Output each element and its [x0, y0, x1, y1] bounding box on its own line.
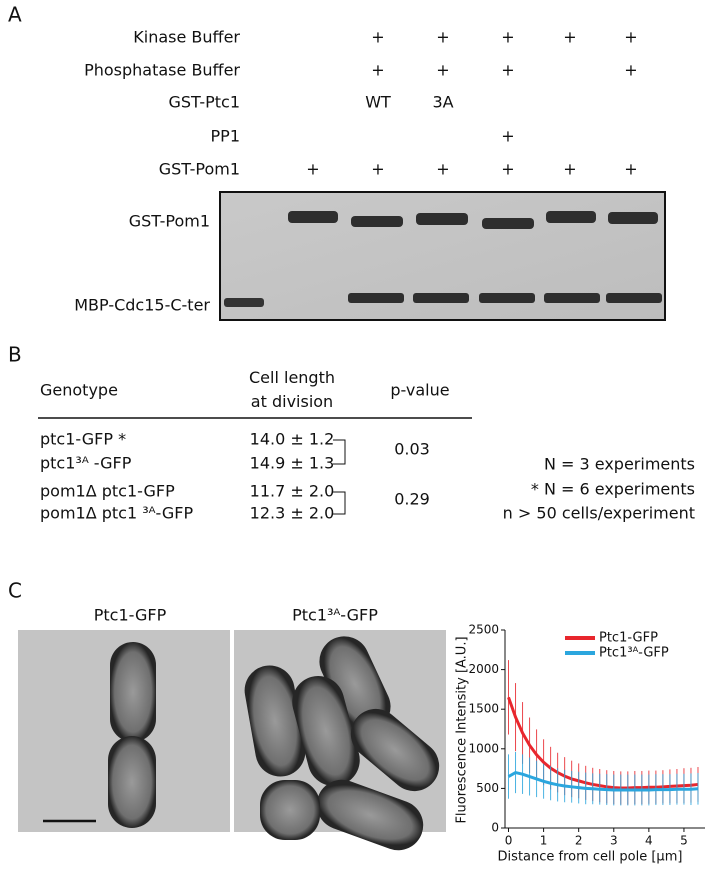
cell: 3A	[432, 93, 453, 112]
row-label: PP1	[211, 127, 240, 146]
conditions: Kinase Buffer + + + + + Phosphatase Buffer + + + +…	[84, 28, 638, 179]
x-tick-label: 0	[505, 834, 513, 848]
cell: +	[371, 160, 384, 179]
y-tick-label: 0	[491, 821, 499, 835]
micrograph	[234, 630, 446, 851]
cell: WT	[365, 93, 391, 112]
genotype: ptc1³ᴬ -GFP	[40, 454, 132, 473]
p-value: 0.03	[394, 440, 430, 459]
legend-label: Ptc1³ᴬ-GFP	[599, 646, 669, 661]
x-tick-label: 1	[540, 834, 548, 848]
p-value: 0.29	[394, 490, 430, 509]
table-header: Genotype	[40, 381, 118, 400]
panel-label: C	[8, 579, 22, 603]
line-chart: 0 500 1000 1500 2000 2500 0 1 2 3 4 5 Distance from …	[455, 623, 705, 865]
series-line	[507, 770, 699, 792]
gel-label: GST-Pom1	[129, 212, 210, 231]
genotype: pom1Δ ptc1 ³ᴬ-GFP	[40, 504, 194, 523]
y-tick-label: 2500	[468, 623, 499, 637]
cell-length: 11.7 ± 2.0	[250, 482, 335, 501]
bracket	[333, 439, 346, 515]
y-tick-label: 2000	[468, 662, 499, 676]
row-label: Kinase Buffer	[133, 28, 240, 47]
micrograph	[18, 630, 230, 832]
cell: +	[306, 160, 319, 179]
cell: +	[436, 61, 449, 80]
note: N = 3 experiments	[544, 455, 695, 474]
cell-length: 14.9 ± 1.3	[250, 454, 335, 473]
legend-label: Ptc1-GFP	[599, 631, 658, 646]
row-label: GST-Pom1	[159, 160, 240, 179]
cell: +	[436, 160, 449, 179]
cell: +	[501, 127, 514, 146]
x-axis-label: Distance from cell pole [µm]	[498, 850, 683, 865]
note: n > 50 cells/experiment	[503, 504, 695, 523]
cell: +	[501, 28, 514, 47]
cell: +	[501, 61, 514, 80]
image-title: Ptc1³ᴬ-GFP	[292, 606, 378, 625]
cell: +	[624, 28, 637, 47]
table-header: Cell length at division	[249, 368, 335, 411]
cell: +	[563, 160, 576, 179]
cell: +	[624, 160, 637, 179]
image-title: Ptc1-GFP	[94, 606, 167, 625]
y-tick-label: 500	[476, 781, 499, 795]
series-line	[507, 696, 699, 790]
cell: +	[436, 28, 449, 47]
x-tick-label: 5	[680, 834, 688, 848]
cell: +	[371, 61, 384, 80]
genotype: ptc1-GFP *	[40, 430, 126, 449]
gel	[219, 191, 666, 321]
genotype: pom1Δ ptc1-GFP	[40, 482, 175, 501]
cell-length: 14.0 ± 1.2	[250, 430, 335, 449]
cell: +	[563, 28, 576, 47]
panel-label: B	[8, 343, 22, 367]
cell: +	[371, 28, 384, 47]
gel-label: MBP-Cdc15-C-ter	[74, 296, 210, 315]
row-label: Phosphatase Buffer	[84, 61, 240, 80]
row-label: GST-Ptc1	[168, 93, 240, 112]
panel-label: A	[8, 3, 22, 27]
table: ptc1-GFP * 14.0 ± 1.2 ptc1³ᴬ -GFP 14.9 ± 1.…	[40, 430, 334, 523]
table-header: p-value	[390, 381, 449, 400]
note: * N = 6 experiments	[531, 480, 695, 499]
y-axis-label: Fluorescence Intensity [A.U.]	[455, 636, 470, 823]
cell: +	[501, 160, 514, 179]
x-tick-label: 3	[610, 834, 618, 848]
cell-length: 12.3 ± 2.0	[250, 504, 335, 523]
x-tick-label: 2	[575, 834, 583, 848]
y-tick-label: 1000	[468, 741, 499, 755]
x-tick-label: 4	[645, 834, 653, 848]
cell: +	[624, 61, 637, 80]
y-tick-label: 1500	[468, 702, 499, 716]
